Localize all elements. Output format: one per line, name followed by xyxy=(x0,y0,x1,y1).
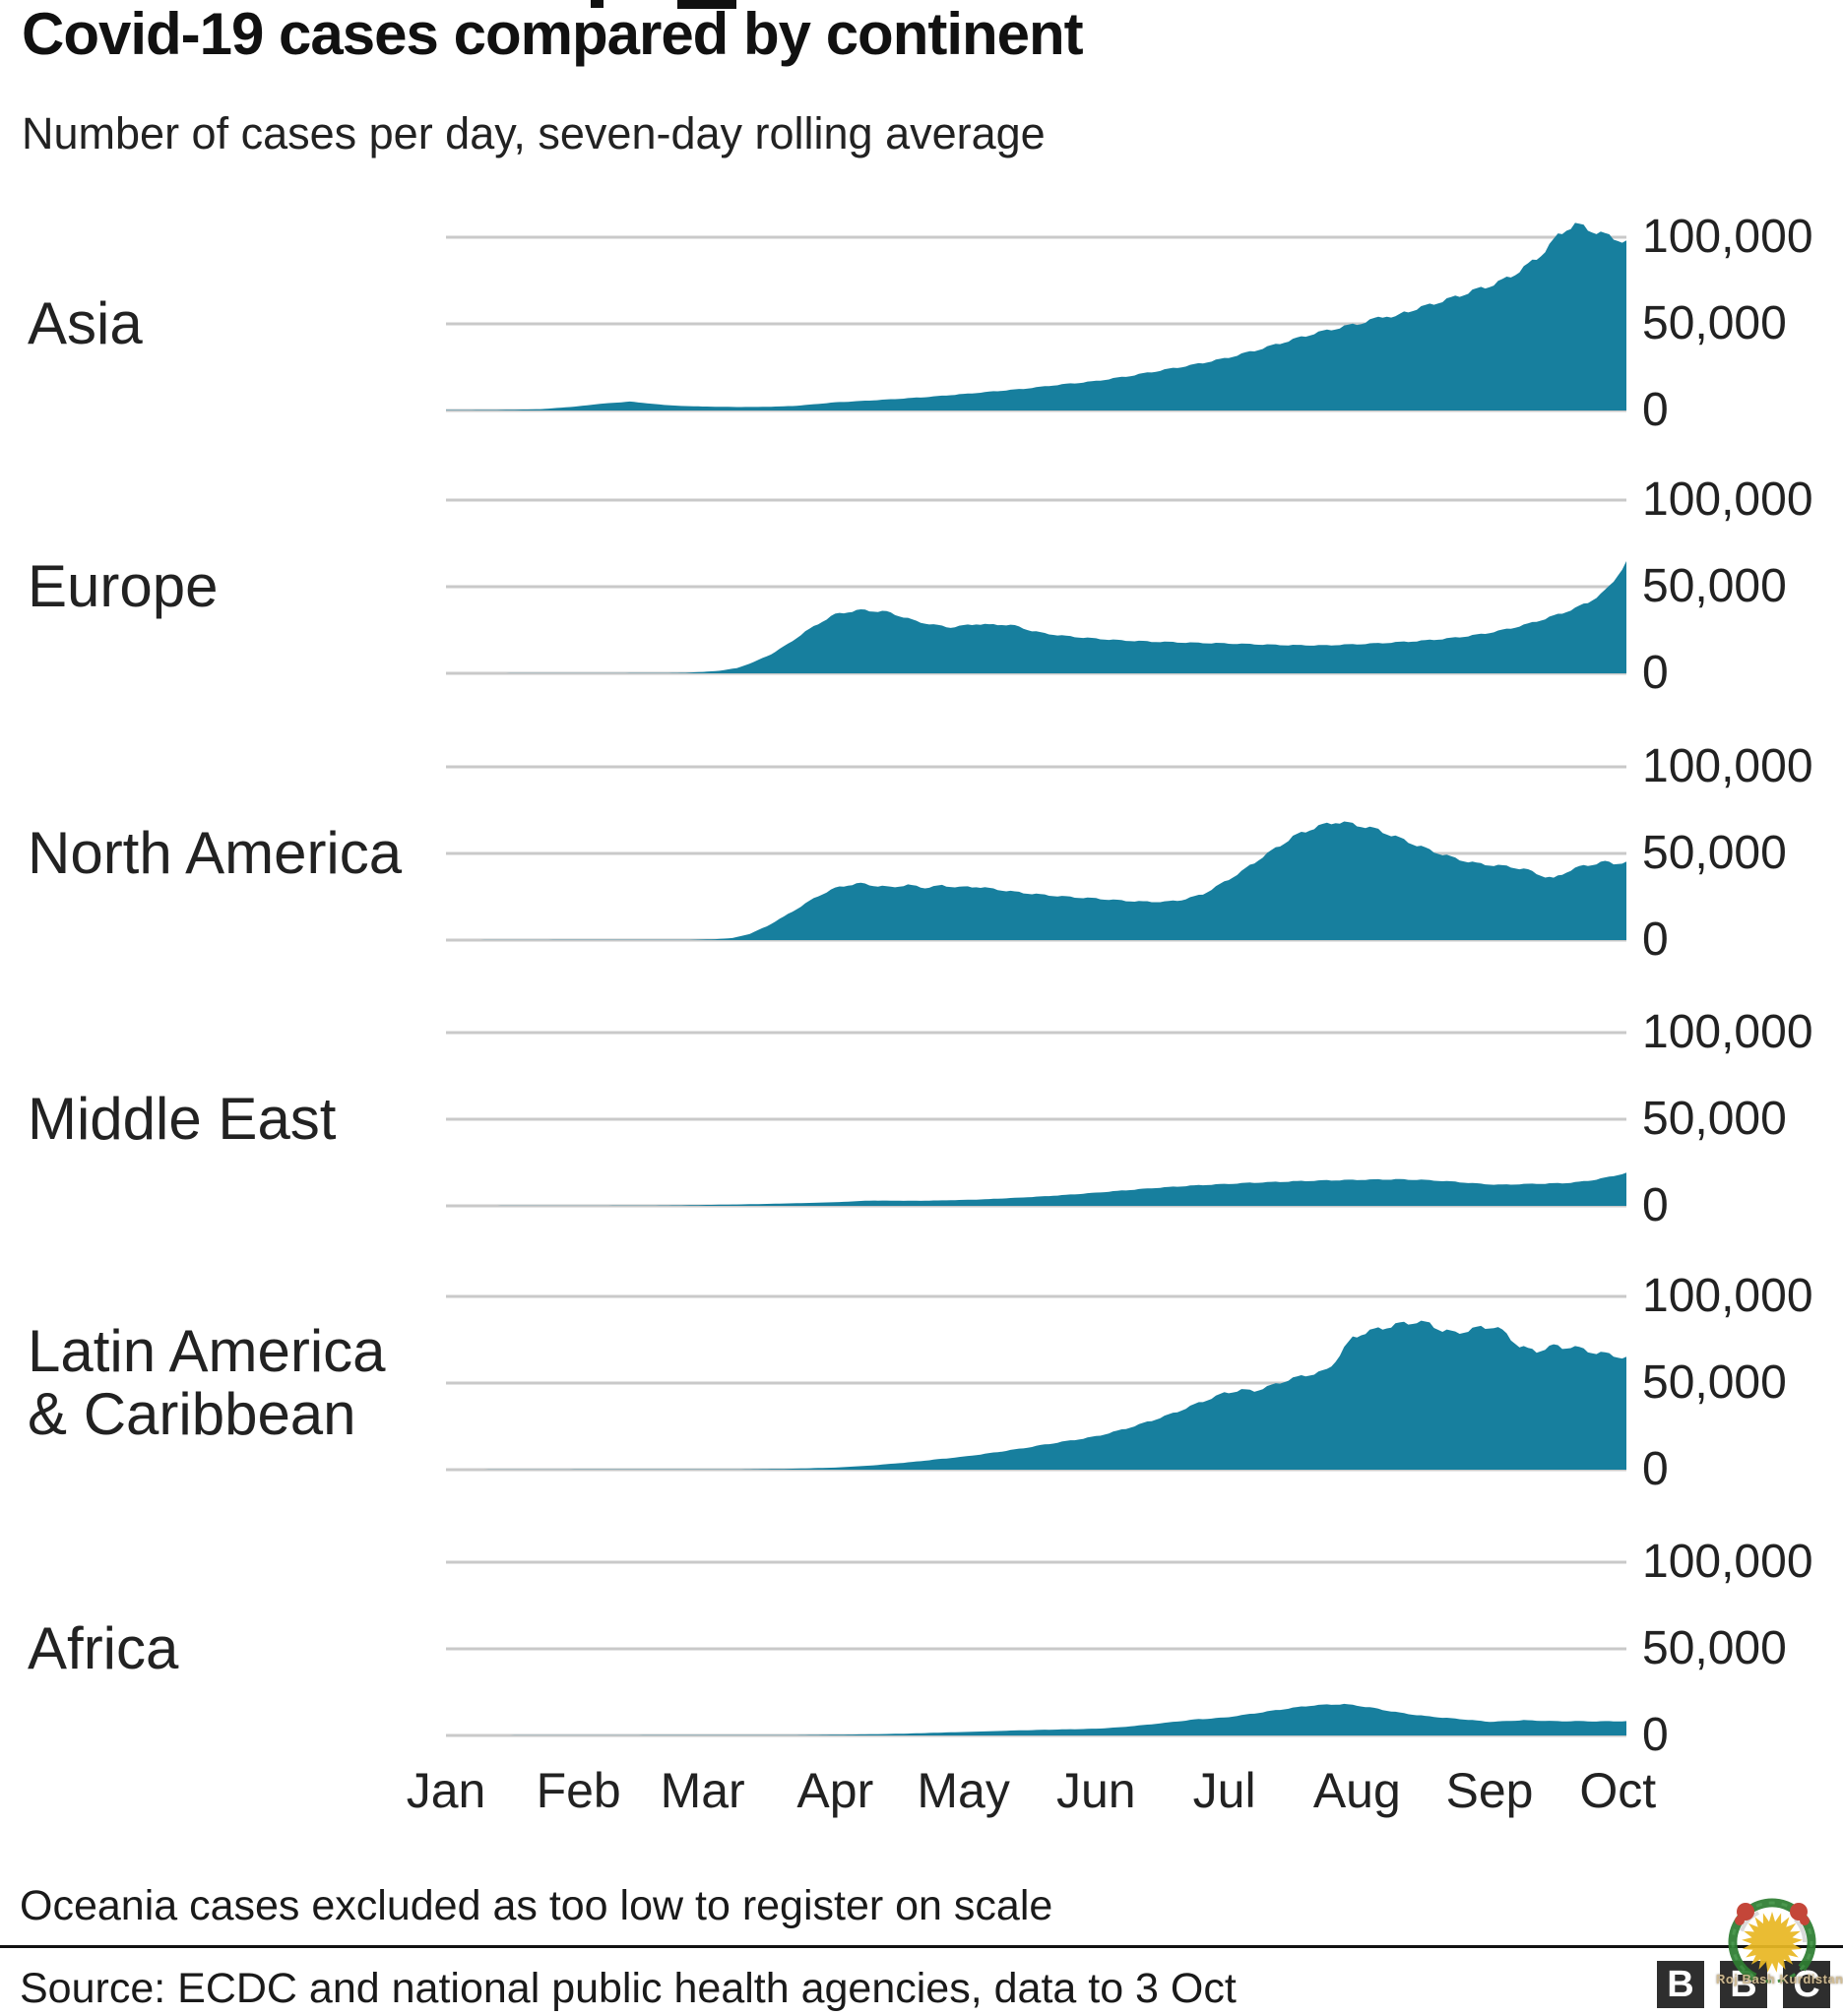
y-tick-label: 50,000 xyxy=(1642,827,1787,879)
y-tick-label: 50,000 xyxy=(1642,1622,1787,1674)
watermark-text: Roj Bash Kurdistan xyxy=(1716,1972,1843,1986)
y-tick-label: 100,000 xyxy=(1642,211,1813,263)
area-panel-north-america xyxy=(446,765,1626,942)
area-panel-latin-america-caribbean xyxy=(446,1294,1626,1472)
x-tick-jan: Jan xyxy=(406,1763,486,1818)
y-tick-label: 100,000 xyxy=(1642,1536,1813,1588)
y-tick-label: 0 xyxy=(1642,1443,1669,1495)
y-tick-label: 0 xyxy=(1642,647,1669,699)
x-tick-feb: Feb xyxy=(536,1763,621,1818)
area-panel-africa xyxy=(446,1560,1626,1737)
bbc-logo-block-b1: B xyxy=(1657,1961,1704,2008)
chart-footnote: Oceania cases excluded as too low to reg… xyxy=(20,1882,1053,1929)
y-tick-label: 100,000 xyxy=(1642,1270,1813,1322)
area-panel-europe xyxy=(446,498,1626,675)
area-panel-middle-east xyxy=(446,1031,1626,1208)
y-tick-label: 100,000 xyxy=(1642,740,1813,792)
area-series-middle-east xyxy=(446,1172,1626,1206)
row-label-middle-east: Middle East xyxy=(28,1088,336,1151)
source-credit: Source: ECDC and national public health … xyxy=(20,1965,1237,2012)
row-label-line: North America xyxy=(28,820,403,886)
x-tick-sep: Sep xyxy=(1445,1763,1534,1818)
row-label-africa: Africa xyxy=(28,1617,178,1680)
area-series-north-america xyxy=(446,821,1626,940)
x-tick-may: May xyxy=(917,1763,1010,1818)
x-tick-jul: Jul xyxy=(1192,1763,1256,1818)
x-tick-oct: Oct xyxy=(1579,1763,1657,1818)
x-tick-jun: Jun xyxy=(1056,1763,1136,1818)
kurdistan-emblem-watermark xyxy=(1728,1898,1816,1986)
area-series-asia xyxy=(446,222,1626,410)
row-label-europe: Europe xyxy=(28,555,218,618)
y-tick-label: 50,000 xyxy=(1642,1356,1787,1409)
row-label-line: Africa xyxy=(28,1615,179,1681)
y-tick-label: 50,000 xyxy=(1642,297,1787,349)
row-label-line: Latin America xyxy=(28,1318,386,1384)
area-series-latin-america-caribbean xyxy=(446,1320,1626,1470)
y-tick-label: 50,000 xyxy=(1642,1093,1787,1145)
screenshot-crop-artifact xyxy=(677,0,736,9)
row-label-line: & Caribbean xyxy=(28,1381,356,1447)
y-tick-label: 0 xyxy=(1642,1179,1669,1231)
y-tick-label: 0 xyxy=(1642,914,1669,966)
y-tick-label: 50,000 xyxy=(1642,560,1787,612)
page-subtitle: Number of cases per day, seven-day rolli… xyxy=(22,108,1046,158)
screenshot-crop-artifact xyxy=(591,0,604,8)
row-label-latin-america-caribbean: Latin America & Caribbean xyxy=(28,1320,386,1446)
x-tick-aug: Aug xyxy=(1312,1763,1401,1818)
sun-disc xyxy=(1753,1923,1791,1961)
y-tick-label: 100,000 xyxy=(1642,1006,1813,1058)
y-tick-label: 0 xyxy=(1642,384,1669,436)
footer-divider xyxy=(0,1945,1843,1948)
y-tick-label: 100,000 xyxy=(1642,473,1813,526)
row-label-line: Europe xyxy=(28,553,219,619)
row-label-line: Middle East xyxy=(28,1086,337,1152)
area-series-europe xyxy=(446,561,1626,673)
row-label-north-america: North America xyxy=(28,822,402,885)
x-tick-mar: Mar xyxy=(660,1763,745,1818)
x-tick-apr: Apr xyxy=(796,1763,874,1818)
area-series-africa xyxy=(446,1703,1626,1735)
wreath-red-tips xyxy=(1735,1903,1810,1925)
area-panel-asia xyxy=(446,222,1626,412)
row-label-line: Asia xyxy=(28,290,143,356)
row-label-asia: Asia xyxy=(28,292,143,355)
bbc-logo-letter: C xyxy=(1793,1964,1820,2005)
y-tick-label: 0 xyxy=(1642,1709,1669,1761)
bbc-logo-letter: B xyxy=(1667,1964,1694,2005)
page-title: Covid-19 cases compared by continent xyxy=(22,1,1084,67)
